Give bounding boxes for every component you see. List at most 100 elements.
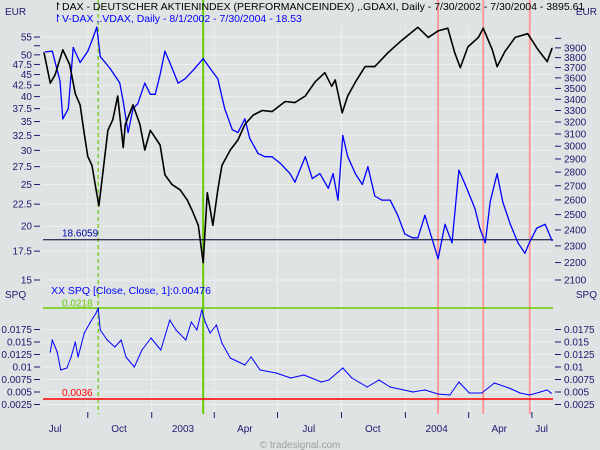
right-tick-label: 3200 <box>564 118 587 129</box>
data-point <box>491 49 493 51</box>
data-point <box>201 309 203 311</box>
data-point <box>49 351 51 353</box>
data-point <box>231 129 233 131</box>
data-point <box>43 52 45 54</box>
data-point <box>389 199 391 201</box>
data-point <box>364 65 366 68</box>
data-point <box>169 319 171 321</box>
right-tick-label: 0.005 <box>564 388 589 399</box>
data-point <box>197 224 199 226</box>
right-tick-label: 3800 <box>564 53 587 64</box>
data-point <box>366 386 368 388</box>
data-point <box>217 189 219 191</box>
data-point <box>122 146 124 149</box>
data-point <box>106 339 108 341</box>
data-point <box>401 39 403 41</box>
data-point <box>212 224 214 226</box>
data-point <box>159 73 161 76</box>
data-point <box>139 123 141 125</box>
data-point <box>467 46 469 48</box>
data-point <box>95 312 97 314</box>
data-point <box>179 189 181 191</box>
series-marker-icon: ↾ <box>53 1 62 13</box>
legend-spq[interactable]: XX SPQ [Close, Close, 1]:0.00476 <box>51 285 211 297</box>
left-axis-unit-top: EUR <box>5 7 26 18</box>
data-point <box>347 95 349 97</box>
left-tick-label: 30 <box>21 146 33 157</box>
data-point <box>529 241 531 243</box>
left-tick-label: 47.5 <box>13 60 33 71</box>
data-point <box>347 156 349 158</box>
data-point <box>221 342 223 344</box>
right-tick-label: 3400 <box>564 95 587 106</box>
data-point <box>102 170 104 172</box>
data-point <box>468 392 470 394</box>
left-tick-label: 15 <box>21 276 33 287</box>
x-tick-label: Jul <box>49 424 62 435</box>
left-tick-label: 50 <box>21 50 33 61</box>
right-tick-label: 3300 <box>564 106 587 117</box>
legend-vdax[interactable]: V-DAX ,.VDAX, Daily - 8/1/2002 - 7/30/20… <box>62 13 302 25</box>
data-point <box>204 321 206 323</box>
data-point <box>215 324 217 326</box>
data-point <box>474 207 476 209</box>
data-point <box>99 56 101 58</box>
data-point <box>381 199 383 201</box>
data-point <box>69 63 71 66</box>
data-point <box>244 118 246 120</box>
data-point <box>122 100 124 102</box>
data-point <box>149 129 151 131</box>
data-point <box>546 389 548 391</box>
data-point <box>59 80 61 82</box>
data-point <box>502 201 504 203</box>
data-point <box>120 339 122 341</box>
data-point <box>177 82 179 84</box>
data-point <box>314 81 316 83</box>
legend-dax[interactable]: DAX - DEUTSCHER AKTIENINDEX (PERFORMANCE… <box>62 1 584 13</box>
data-point <box>141 349 143 351</box>
data-point <box>481 392 483 394</box>
data-point <box>83 332 85 334</box>
data-point <box>404 233 406 235</box>
right-tick-label: 3500 <box>564 84 587 95</box>
right-tick-label: 0.0075 <box>564 375 595 386</box>
data-point <box>449 394 451 396</box>
data-point <box>96 26 98 28</box>
data-point <box>427 36 429 39</box>
data-point <box>374 65 376 68</box>
data-point <box>424 389 426 391</box>
data-point <box>544 223 546 225</box>
series-line <box>49 307 552 396</box>
data-point <box>397 214 399 216</box>
data-point <box>87 155 89 157</box>
data-point <box>437 393 439 395</box>
data-point <box>237 131 239 134</box>
series <box>43 26 553 396</box>
data-point <box>60 369 62 371</box>
data-point <box>504 51 506 53</box>
data-point <box>196 329 198 331</box>
data-point <box>279 162 281 164</box>
data-point <box>116 78 118 80</box>
data-point <box>284 100 286 103</box>
right-tick-label: 2600 <box>564 195 587 206</box>
data-point <box>294 102 296 104</box>
x-tick-label: 2004 <box>426 424 449 435</box>
data-point <box>114 346 116 348</box>
data-point <box>411 237 413 239</box>
data-point <box>79 104 81 106</box>
data-point <box>149 93 151 95</box>
data-point <box>186 199 188 201</box>
data-point <box>144 149 146 151</box>
data-point <box>44 51 46 53</box>
right-tick-label: 2400 <box>564 225 587 236</box>
data-point <box>91 164 93 167</box>
data-point <box>89 322 91 324</box>
data-point <box>271 156 273 158</box>
data-point <box>508 387 510 389</box>
data-point <box>493 382 495 384</box>
left-tick-label: 37.5 <box>13 104 33 115</box>
right-tick-label: 3100 <box>564 129 587 140</box>
series-spq <box>49 307 552 396</box>
